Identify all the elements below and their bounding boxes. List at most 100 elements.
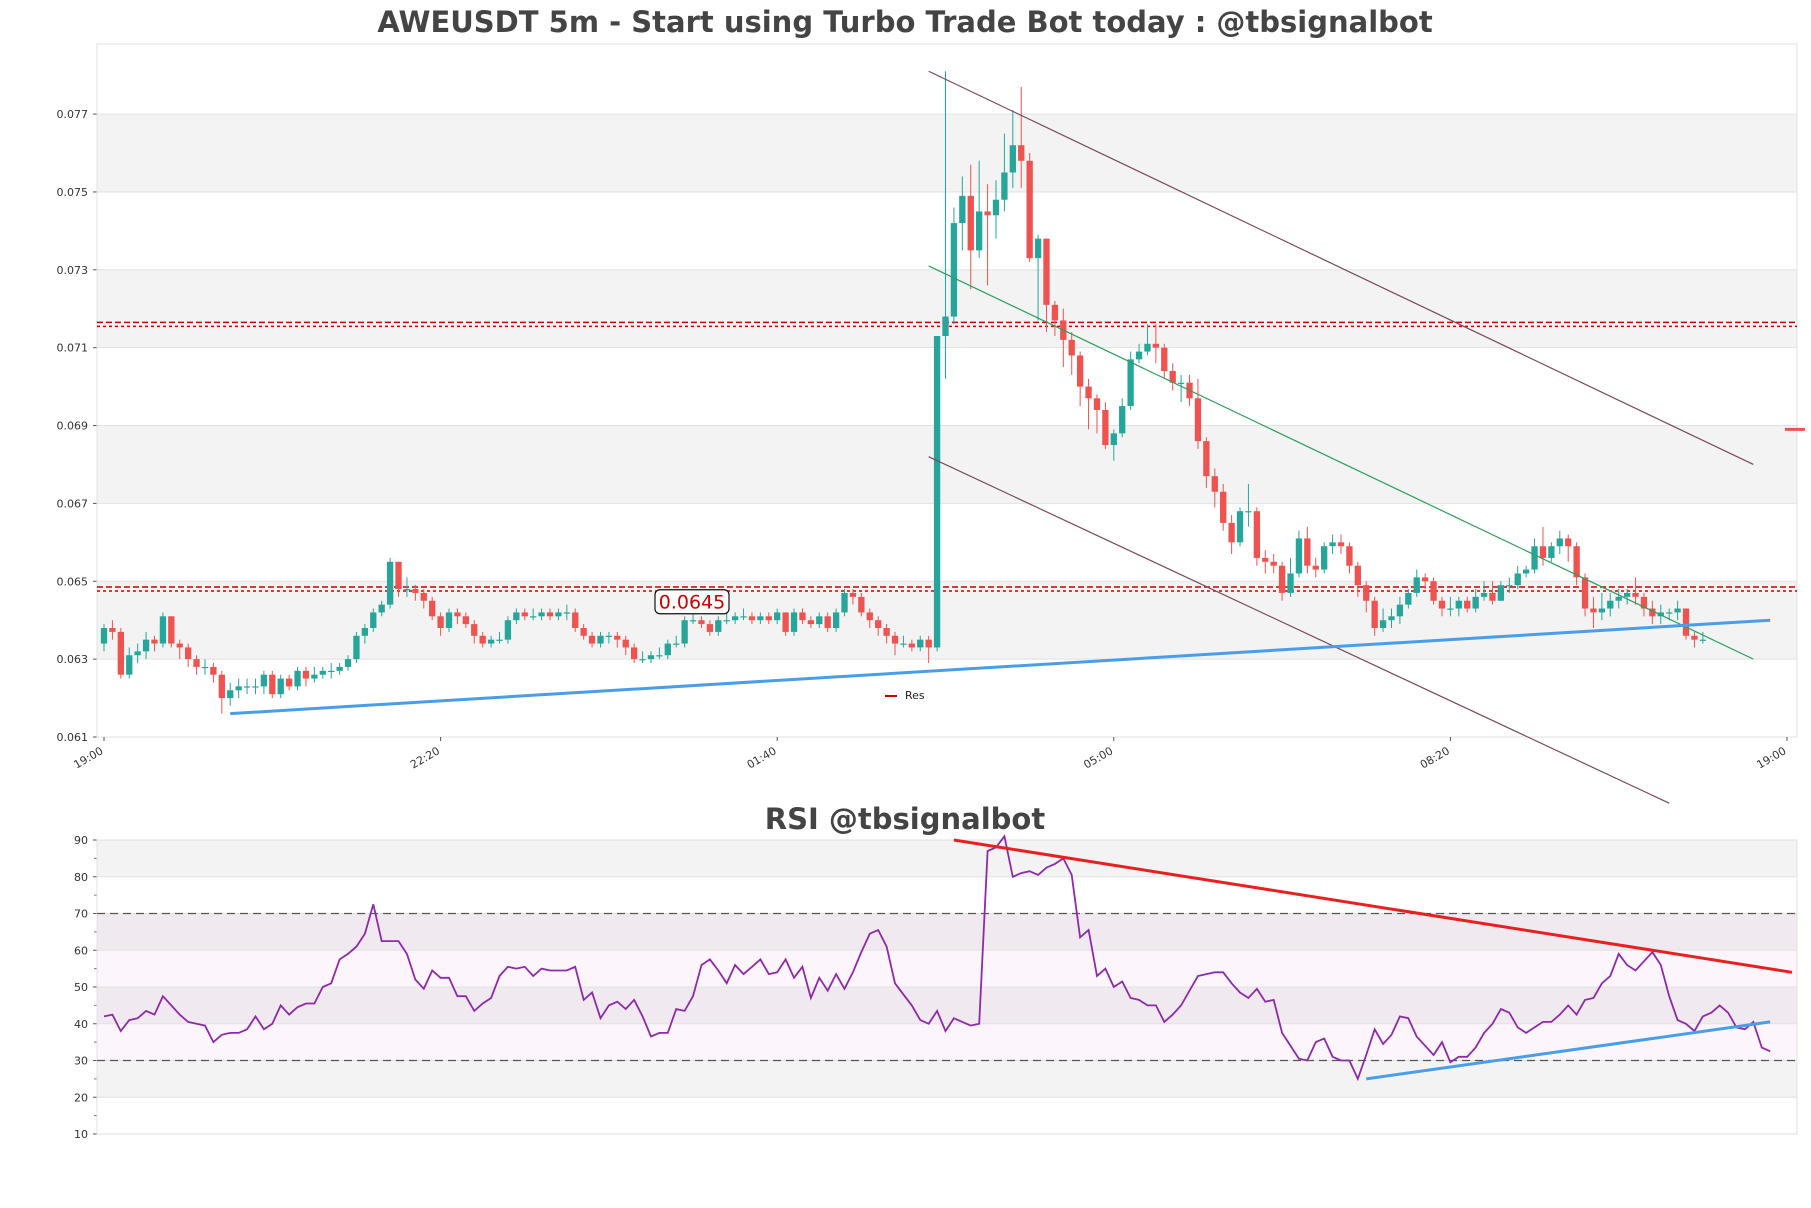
candle-body — [1691, 635, 1698, 640]
support-trendline — [230, 618, 1771, 716]
candle-body — [1127, 359, 1134, 407]
candle-body — [1211, 476, 1218, 492]
price-x-tick-label: 19:00 — [1755, 744, 1789, 771]
candle-body — [1270, 561, 1277, 566]
candle-body — [1581, 577, 1589, 609]
price-y-tick-label: 0.061 — [57, 731, 89, 744]
rsi-up-trendline — [1366, 1020, 1771, 1081]
channel-mid-line — [928, 265, 1754, 660]
candle-body — [370, 612, 377, 628]
candle-body — [403, 589, 411, 591]
candle-body — [816, 616, 823, 625]
candle-body — [1144, 343, 1151, 352]
candle-body — [630, 647, 638, 660]
candle-body — [1649, 608, 1656, 617]
price-y-tick-label: 0.077 — [57, 108, 89, 121]
candle-body — [1076, 355, 1084, 387]
candle-body — [959, 195, 966, 224]
rsi-line — [103, 834, 1771, 1082]
price-x-tick-label: 08:20 — [1418, 744, 1452, 771]
candle-body — [1682, 608, 1690, 636]
candle-body — [1674, 608, 1681, 613]
candle-body — [782, 612, 789, 632]
candle-body — [420, 592, 427, 601]
candle-body — [378, 604, 385, 613]
candle-body — [1421, 577, 1429, 582]
candle-body — [1573, 546, 1580, 578]
candle-body — [1236, 511, 1244, 543]
candle-body — [757, 616, 764, 621]
candle-body — [706, 624, 714, 632]
candle-body — [925, 639, 932, 648]
candle-body — [1464, 600, 1471, 609]
candle-body — [933, 335, 941, 648]
candle-body — [168, 616, 175, 644]
candle-body — [1363, 585, 1370, 601]
candle-body — [799, 612, 806, 621]
rsi-y-tick-label: 20 — [74, 1091, 88, 1104]
price-y-tick-label: 0.067 — [57, 497, 89, 510]
legend-label: Res — [905, 689, 925, 702]
candle-body — [235, 686, 242, 691]
candle-body — [1337, 542, 1345, 547]
candle-body — [1598, 608, 1606, 613]
candle-body — [1110, 433, 1117, 446]
candle-body — [1018, 145, 1025, 161]
rsi-y-tick-label: 50 — [74, 981, 88, 994]
candle-body — [622, 639, 629, 648]
candle-body — [597, 635, 604, 644]
price-x-tick-label: 19:00 — [72, 744, 106, 771]
candle-body — [471, 624, 478, 636]
candle-body — [1220, 491, 1227, 523]
candle-body — [513, 612, 520, 621]
rsi-y-tick-label: 10 — [74, 1128, 88, 1141]
candle-body — [689, 620, 697, 622]
rsi-band — [97, 840, 1797, 877]
candle-body — [479, 635, 486, 644]
candle-body — [883, 627, 890, 636]
candle-body — [1119, 406, 1126, 434]
candle-body — [1565, 538, 1572, 547]
candle-body — [1396, 604, 1404, 617]
candle-body — [774, 612, 781, 621]
price-x-tick-label: 01:40 — [745, 744, 779, 771]
candle-body — [748, 616, 756, 621]
candle-body — [285, 678, 293, 687]
candle-body — [1068, 339, 1075, 356]
candle-body — [891, 635, 899, 644]
price-panel: 0.061 0.063 0.065 0.067 0.069 0.071 0.073 0.075… — [57, 43, 1805, 804]
candle-body — [1093, 398, 1101, 410]
candle-body — [395, 561, 402, 590]
candle-body — [454, 612, 461, 617]
candle-body — [1472, 596, 1479, 609]
candle-body — [614, 635, 621, 640]
candle-body — [976, 211, 983, 251]
candle-body — [218, 674, 225, 699]
candle-body — [1489, 592, 1496, 601]
candle-body — [866, 612, 873, 621]
candle-body — [117, 631, 124, 675]
candle-body — [1026, 160, 1033, 259]
candle-body — [277, 678, 284, 695]
candle-body — [715, 620, 722, 632]
candle-body — [1548, 546, 1555, 558]
candle-body — [1346, 546, 1353, 566]
candle-body — [260, 674, 268, 687]
candle-body — [1203, 441, 1210, 477]
candle-body — [1623, 592, 1631, 597]
candle-body — [530, 616, 537, 618]
candle-body — [462, 616, 470, 625]
candle-body — [1262, 557, 1269, 562]
candle-body — [1034, 238, 1042, 259]
channel-lower-line — [928, 456, 1670, 804]
candle-body — [1245, 511, 1252, 513]
candle-body — [100, 627, 108, 644]
candle-body — [698, 620, 705, 625]
candle-body — [765, 616, 772, 621]
price-x-tick-label: 05:00 — [1081, 744, 1115, 771]
candle-body — [437, 616, 444, 628]
candle-body — [1161, 347, 1168, 372]
price-band — [97, 425, 1797, 504]
candle-body — [1666, 612, 1673, 614]
candle-body — [1514, 573, 1521, 586]
